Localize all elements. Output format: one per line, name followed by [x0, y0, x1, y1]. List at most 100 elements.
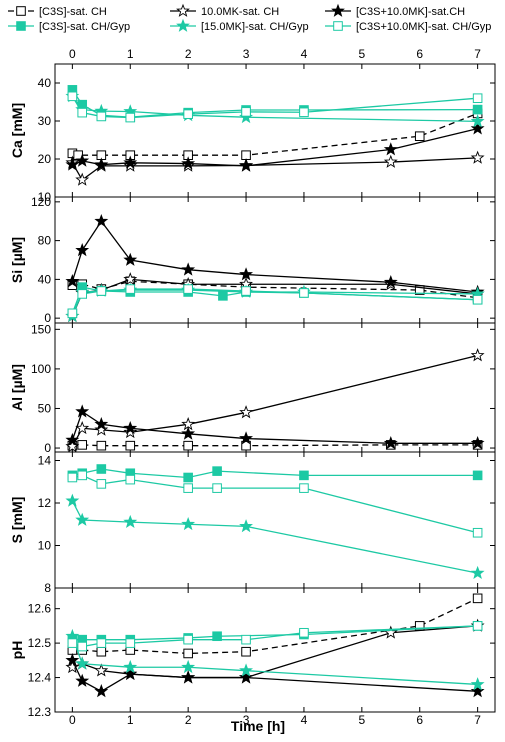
- data-point: [77, 107, 88, 118]
- data-point: [125, 474, 136, 485]
- legend-marker: [333, 21, 343, 31]
- data-point: [241, 634, 251, 645]
- data-point: [75, 153, 90, 167]
- data-point: [470, 684, 485, 698]
- y-tick-label: 12.3: [28, 705, 52, 719]
- data-point: [239, 158, 253, 172]
- data-point: [212, 631, 222, 642]
- data-point: [65, 432, 80, 447]
- data-point: [65, 157, 80, 171]
- series-mk_gyp: [65, 628, 485, 691]
- data-point: [414, 131, 425, 141]
- y-axis-label: pH: [9, 641, 25, 660]
- x-axis-top-labels: 0 1 2 3 4 5 6 7: [69, 47, 481, 61]
- y-tick-label: 80: [38, 234, 52, 248]
- panel-3: 8 10 12 14 S [mM]: [9, 451, 496, 595]
- y-tick-label: 150: [31, 322, 51, 336]
- data-point: [181, 156, 196, 170]
- data-point: [470, 114, 485, 128]
- data-point: [218, 291, 228, 301]
- y-tick-label: 12.5: [28, 636, 52, 650]
- data-point: [183, 109, 193, 119]
- data-point: [65, 274, 80, 288]
- data-point: [239, 663, 253, 677]
- data-point: [470, 677, 485, 691]
- panel-2: 0 50 100 150 Al [µM]: [9, 322, 496, 455]
- data-point: [472, 593, 483, 604]
- data-point: [470, 121, 485, 135]
- x-tick-label: 0: [69, 713, 76, 727]
- data-point: [77, 289, 88, 299]
- data-point: [239, 431, 253, 445]
- data-point: [212, 466, 222, 476]
- series-c3smk_gyp: [67, 91, 483, 123]
- data-point: [123, 514, 138, 529]
- data-point: [75, 512, 90, 526]
- x-tick-label: 2: [185, 713, 192, 727]
- legend-entry-mk_gyp: [15.0MK]-sat. CH/Gyp: [170, 18, 309, 33]
- data-point: [75, 673, 90, 687]
- data-point: [181, 670, 196, 684]
- data-point: [299, 470, 309, 481]
- series-mk_gyp: [65, 493, 485, 580]
- data-point: [472, 294, 483, 305]
- data-point: [67, 308, 78, 319]
- x-tick-label-top: 1: [127, 47, 134, 61]
- y-tick-label: 10: [38, 190, 52, 204]
- series-c3smk_ch: [65, 121, 485, 172]
- data-point: [75, 243, 90, 257]
- data-point: [123, 666, 138, 681]
- y-tick-label: 50: [38, 401, 52, 415]
- data-point: [75, 656, 90, 670]
- data-point: [96, 111, 107, 122]
- x-axis-label: Time [h]: [231, 718, 285, 734]
- series-mk_ch: [65, 348, 485, 453]
- legend-label: 10.0MK-sat. CH: [201, 6, 279, 18]
- x-tick-label: 1: [127, 713, 134, 727]
- data-point: [299, 288, 309, 298]
- series-c3smk_gyp: [67, 284, 483, 319]
- data-point: [299, 627, 309, 638]
- panel-4: 12.3 12.4 12.5 12.6 pH: [9, 587, 496, 719]
- data-point: [77, 440, 88, 450]
- y-tick-label: 14: [38, 454, 52, 468]
- data-point: [123, 252, 138, 266]
- y-tick-label: 0: [44, 311, 51, 325]
- series-c3smk_ch: [65, 404, 485, 450]
- legend-entry-c3smk_gyp: [C3S+10.0MK]-sat. CH/Gyp: [325, 21, 491, 33]
- panel-frame: [54, 63, 496, 198]
- data-point: [241, 646, 251, 657]
- y-axis-label: Si [µM]: [9, 237, 25, 283]
- data-point: [75, 172, 90, 186]
- panel-1: 0 40 80 120 Si [µM]: [9, 195, 496, 325]
- data-point: [125, 284, 136, 294]
- data-point: [470, 436, 485, 450]
- y-tick-label: 40: [38, 272, 52, 286]
- data-point: [383, 154, 398, 168]
- x-tick-label-top: 2: [185, 47, 192, 61]
- series-c3smk_gyp: [67, 621, 483, 652]
- data-point: [96, 479, 107, 489]
- data-point: [96, 440, 107, 451]
- legend-entry-mk_ch: 10.0MK-sat. CH: [170, 3, 279, 18]
- y-tick-label: 12.6: [28, 602, 52, 616]
- data-point: [472, 470, 483, 481]
- data-point: [65, 439, 80, 453]
- data-point: [96, 464, 107, 474]
- y-tick-label: 10: [38, 539, 52, 553]
- data-point: [239, 519, 253, 533]
- legend-marker: [176, 18, 190, 32]
- legend-entry-c3s_ch: [C3S]-sat. CH: [8, 6, 107, 18]
- legend-entry-c3smk_ch: [C3S+10.0MK]-sat.CH: [325, 3, 465, 18]
- legend-label: [C3S]-sat. CH: [39, 6, 107, 18]
- panel-0: 10 20 30 40 Ca [mM]: [9, 63, 496, 204]
- legend-entry-c3s_gyp: [C3S]-sat. CH/Gyp: [8, 21, 130, 33]
- x-tick-label-top: 0: [69, 47, 76, 61]
- data-point: [125, 638, 136, 648]
- data-point: [65, 493, 80, 507]
- data-point: [123, 659, 138, 674]
- data-point: [470, 565, 485, 580]
- data-point: [239, 670, 253, 684]
